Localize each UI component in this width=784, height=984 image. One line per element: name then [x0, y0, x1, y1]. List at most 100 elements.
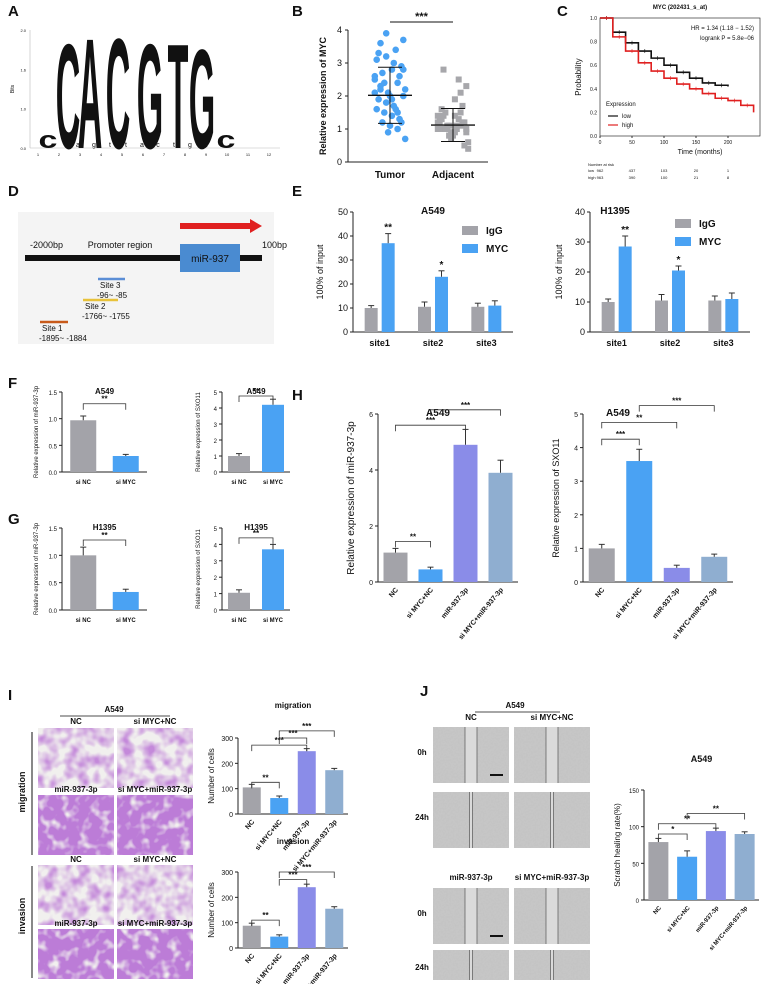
y-tick-label: 0	[337, 157, 342, 167]
y-tick-label: 2	[369, 524, 373, 531]
significance-mark: ***	[288, 871, 298, 880]
logo-x-tick: 5	[121, 152, 124, 157]
chart-title: A549	[691, 754, 713, 764]
significance-bracket	[278, 730, 335, 737]
panel-h-bars: A549 0 2 4 6 Relative expression of miR-937-3…	[346, 397, 733, 641]
significance-mark: **	[262, 911, 269, 920]
scatter-point	[386, 122, 394, 129]
x-tick-label: site1	[606, 338, 627, 348]
bar-0	[383, 552, 408, 582]
scratch-gap	[469, 950, 473, 980]
scatter-point	[396, 72, 403, 80]
bar-myc-site1	[618, 246, 632, 332]
panel-c-km-curve: MYC (202431_s_at) 0.0 0.2 0.4 0.6 0.8 1.0 0 50 10…	[574, 5, 761, 180]
significance-bracket	[686, 813, 746, 820]
legend-swatch	[675, 237, 691, 246]
y-tick-label: 40	[338, 231, 348, 241]
y-tick-label: 2	[574, 513, 578, 520]
risk-value: 8	[727, 175, 730, 180]
logo-x-tick: 6	[142, 152, 145, 157]
significance-mark: ***	[616, 430, 626, 439]
micrograph-label: NC	[70, 717, 82, 726]
y-tick-label: 5	[214, 391, 218, 397]
y-tick-label: 100	[629, 826, 640, 832]
x-tick-label: miR-937-3p	[282, 819, 312, 852]
bar-myc-site2	[435, 276, 448, 332]
y-tick-label: 2	[337, 91, 342, 101]
bar-1	[626, 461, 653, 582]
x-tick-label: NC	[388, 587, 400, 599]
y-tick-label: 1.5	[49, 391, 58, 397]
scatter-point	[440, 112, 447, 119]
chart-f2: A549 0 1 2 3 4 5 Relative expression of SXO11 si…	[196, 387, 290, 486]
significance-mark: ***	[302, 722, 312, 731]
time-label: 0h	[417, 909, 426, 918]
significance-mark: ***	[275, 736, 285, 745]
site-range: -96~ -85	[97, 291, 128, 300]
legend-label: low	[622, 114, 632, 120]
stat-text: HR = 1.34 (1.18 − 1.52)	[691, 26, 754, 32]
panel-letter-d: D	[8, 183, 19, 200]
y-tick-label: 100	[221, 787, 233, 794]
x-tick-label: site2	[660, 338, 681, 348]
panel-letter-e: E	[292, 183, 302, 200]
bar-1	[677, 856, 698, 900]
chart-j: A549 0 50 100 150 Scratch healing rate(%) NC si…	[613, 754, 759, 952]
chart-title: MYC (202431_s_at)	[653, 5, 707, 11]
x-tick-label: site3	[476, 338, 497, 348]
bar-2	[297, 887, 316, 948]
micrograph-label: miR-937-3p	[54, 785, 97, 794]
chart-g1: H1395 0.0 0.5 1.0 1.5 Relative expression of …	[34, 522, 147, 624]
panel-letter-c: C	[557, 3, 568, 20]
y-tick-label: 0	[214, 471, 218, 477]
scratch-gap	[469, 792, 473, 848]
logo-x-tick: 10	[225, 152, 230, 157]
logo-letter-2: A	[78, 7, 103, 183]
chart-title: H1395	[93, 523, 117, 532]
x-tick-label: si MYC+NC	[666, 905, 692, 934]
legend-label: high	[622, 123, 633, 129]
micrograph-stain	[117, 728, 193, 788]
scatter-point	[457, 89, 464, 96]
scatter-point	[390, 59, 398, 67]
significance-bracket	[278, 737, 308, 744]
panel-letter-i: I	[8, 687, 12, 704]
logo-y-tick: 1.0	[20, 107, 26, 112]
scatter-point	[401, 86, 409, 93]
bar-3	[701, 556, 728, 582]
logo-letter-0: c	[39, 128, 58, 154]
km-line-high	[600, 17, 755, 113]
y-tick-label: 1	[574, 546, 578, 553]
x-tick-label: miR-937-3p	[695, 905, 721, 934]
scratch-gap	[465, 727, 477, 783]
legend-swatch	[462, 244, 478, 253]
y-tick-label: 300	[221, 870, 233, 877]
risk-group: low	[588, 168, 594, 173]
scatter-point	[382, 99, 390, 106]
scatter-point	[375, 96, 382, 103]
micrograph-stain	[38, 795, 114, 855]
image-group-title: A549	[104, 705, 124, 714]
scatter-point	[398, 119, 405, 126]
y-axis-label: Relative expression of SXO11	[551, 438, 561, 557]
legend-swatch	[462, 226, 478, 235]
micrograph-stain	[38, 929, 114, 979]
y-tick-label: 3	[574, 479, 578, 486]
x-tick-label: 100	[660, 140, 669, 146]
risk-value: 20	[694, 168, 699, 173]
scatter-point	[438, 106, 445, 113]
significance-mark: **	[101, 395, 108, 404]
y-axis-label: Relative expression of miR-937-3p	[34, 522, 40, 615]
y-tick-label: 3	[214, 423, 218, 429]
y-tick-label: 0	[580, 327, 585, 337]
micrograph-stain	[117, 929, 193, 979]
micrograph-label: si MYC+miR-937-3p	[118, 785, 193, 794]
scatter-point	[377, 86, 384, 93]
scatter-point	[448, 135, 455, 142]
x-tick-label: miR-937-3p	[652, 587, 682, 620]
y-tick-label: 1	[214, 593, 218, 599]
x-tick-label: si NC	[231, 480, 247, 486]
